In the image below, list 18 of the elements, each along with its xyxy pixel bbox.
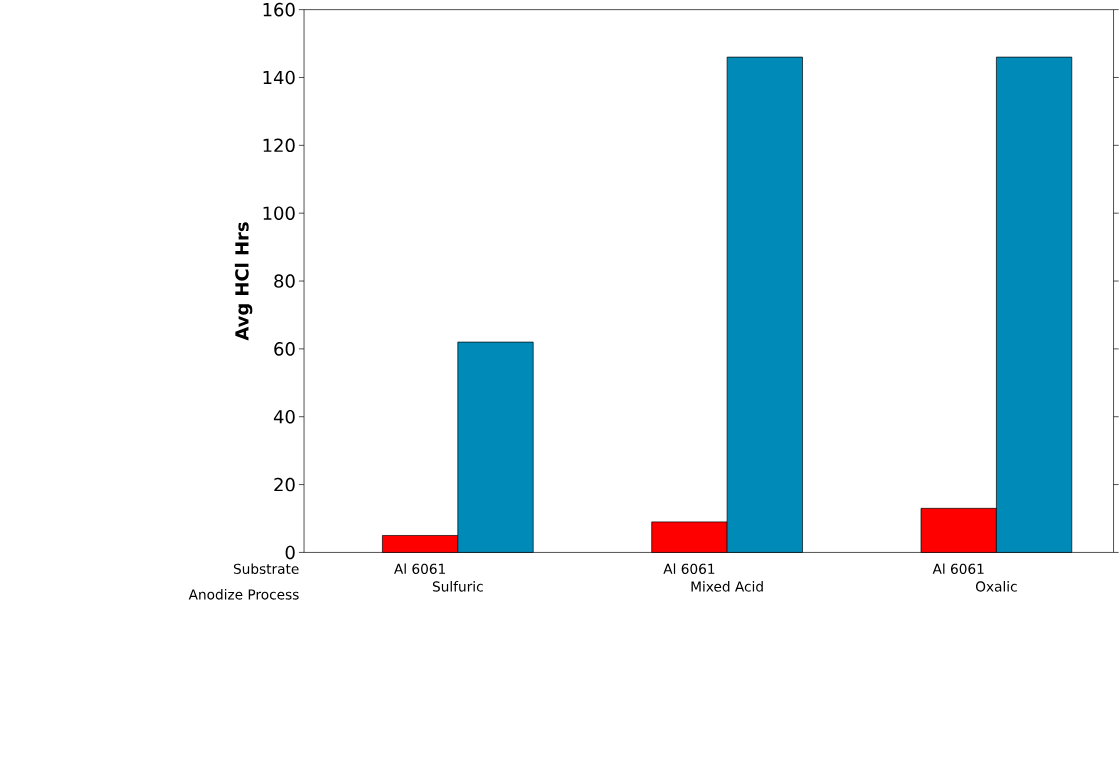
x-tick-label: Sulfuric <box>432 580 483 592</box>
y-tick-label: 160 <box>263 2 295 17</box>
series-label: Al 6061 <box>394 563 445 574</box>
y-tick-label: 40 <box>273 409 295 424</box>
y-tick-label: 120 <box>263 138 295 152</box>
y-tick-label: 140 <box>263 70 295 85</box>
y-axis-title: Avg HCl Hrs <box>234 222 253 341</box>
text: Al 6061 <box>932 563 984 574</box>
x-tick-label: Oxalic <box>975 580 1017 592</box>
y-tick-label: 0 <box>285 545 295 560</box>
text: Substrate <box>233 563 299 574</box>
y-tick-label: 20 <box>274 477 295 492</box>
y-tick-label: 60 <box>274 341 295 356</box>
text: Al 6061 <box>663 563 715 574</box>
x-tick-label: Mixed Acid <box>691 580 763 592</box>
text: Anodize Process <box>188 588 299 600</box>
y-tick-label: 100 <box>263 206 295 220</box>
y-tick-label: 80 <box>274 274 295 288</box>
